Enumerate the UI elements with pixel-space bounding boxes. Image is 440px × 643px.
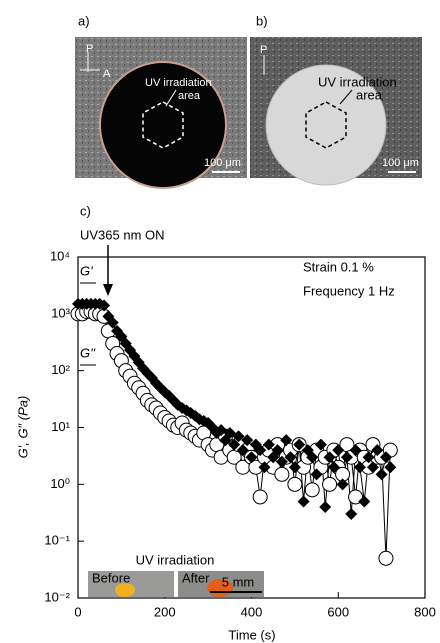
panel-label: c) — [80, 203, 91, 218]
y-tick-label: 10⁴ — [50, 248, 70, 263]
point — [319, 501, 331, 513]
annotation: UV365 nm ON — [80, 227, 165, 242]
inset-label: Before — [92, 570, 130, 585]
point — [298, 495, 310, 507]
page: {"images": [ {"label": "a)", "polarizer"… — [0, 0, 440, 643]
y-tick-label: 10⁻² — [44, 589, 70, 604]
panel-label: a) — [78, 13, 90, 28]
point — [288, 477, 302, 491]
y-tick-label: 10³ — [51, 305, 70, 320]
legend-label: G'' — [80, 345, 96, 360]
point — [379, 551, 393, 565]
scale-label: 100 μm — [382, 157, 419, 169]
inset-title: UV irradiation — [136, 552, 215, 567]
plot: 0 200 400 600 800 10⁻² 10⁻¹ 10⁰ 10¹ 10² 10³ 10⁴ — [44, 248, 436, 619]
arrow-head — [103, 284, 113, 296]
x-tick-label: 200 — [154, 604, 176, 619]
annotation: UV irradiation — [145, 77, 212, 89]
inset-label: After — [182, 570, 210, 585]
point — [345, 508, 357, 520]
point — [323, 477, 337, 491]
point — [376, 468, 388, 480]
y-tick-label: 10¹ — [51, 419, 70, 434]
y-tick-label: 10⁻¹ — [44, 533, 70, 548]
y-axis-label: G′, G″ (Pa) — [15, 396, 30, 459]
point — [305, 483, 319, 497]
annotation: Strain 0.1 % — [303, 259, 374, 274]
figure: a) P A UV irradiation area 100 μm b) P U… — [0, 0, 440, 643]
polarizer: P — [86, 43, 93, 55]
legend-label: G' — [80, 263, 93, 278]
scale-label: 100 μm — [204, 157, 241, 169]
x-tick-label: 600 — [327, 604, 349, 619]
point — [253, 490, 267, 504]
y-tick-label: 10⁰ — [50, 476, 70, 491]
polarizer: P — [260, 44, 267, 56]
panel-label: b) — [256, 13, 268, 28]
y-tick-label: 10² — [51, 362, 70, 377]
x-tick-label: 0 — [74, 604, 81, 619]
annotation: Frequency 1 Hz — [303, 283, 395, 298]
x-tick-label: 800 — [414, 604, 436, 619]
x-tick-label: 400 — [241, 604, 263, 619]
x-axis-label: Time (s) — [228, 627, 275, 642]
inset-scale: 5 mm — [222, 574, 255, 589]
point — [275, 467, 289, 481]
plot-frame — [78, 257, 425, 598]
annotation: area — [178, 90, 201, 102]
analyzer: A — [103, 68, 111, 80]
annotation: area — [356, 87, 383, 102]
